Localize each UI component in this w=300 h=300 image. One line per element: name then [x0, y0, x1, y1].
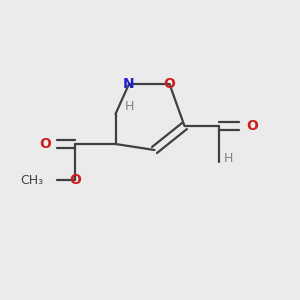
Text: O: O [246, 119, 258, 133]
Text: O: O [164, 77, 175, 91]
Text: O: O [39, 137, 51, 151]
Text: H: H [223, 152, 233, 166]
Text: CH₃: CH₃ [20, 173, 44, 187]
Text: N: N [123, 77, 135, 91]
Text: O: O [69, 173, 81, 187]
Text: H: H [124, 100, 134, 113]
